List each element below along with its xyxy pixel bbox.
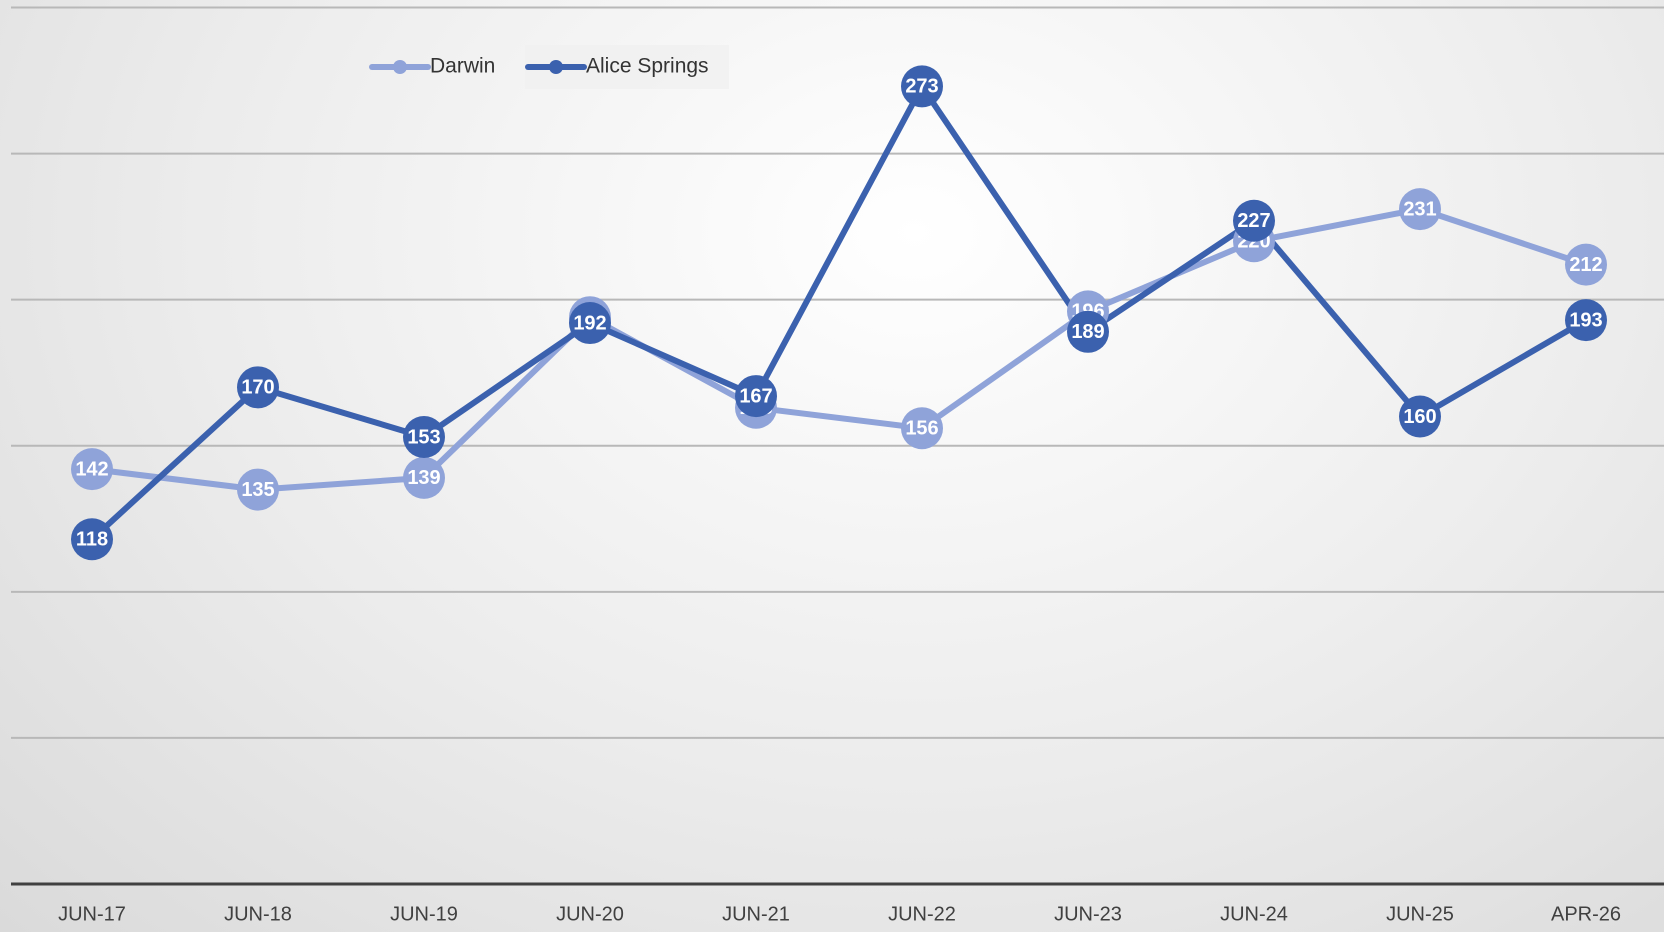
point-marker (901, 65, 943, 108)
point-marker (237, 366, 279, 409)
x-tick-label: JUN-25 (1386, 903, 1454, 925)
data-label: 193 (1569, 309, 1602, 331)
x-tick-label: JUN-19 (390, 903, 458, 925)
x-tick-label: APR-26 (1551, 903, 1621, 925)
point-marker (735, 375, 777, 418)
point-marker (1565, 243, 1607, 286)
legend-label: Alice Springs (586, 55, 709, 78)
legend-marker (393, 60, 407, 74)
data-label: 231 (1403, 198, 1436, 220)
data-label: 273 (905, 76, 938, 98)
data-label: 212 (1569, 254, 1602, 276)
point-marker (569, 302, 611, 345)
point-marker (403, 415, 445, 458)
point-marker (1399, 395, 1441, 438)
data-label: 139 (407, 467, 440, 489)
x-tick-label: JUN-17 (58, 903, 126, 925)
point-marker (237, 468, 279, 511)
point-marker (1399, 188, 1441, 231)
x-tick-label: JUN-21 (722, 903, 790, 925)
data-label: 160 (1403, 406, 1436, 428)
point-marker (1067, 310, 1109, 353)
point-marker (1233, 199, 1275, 242)
data-label: 118 (76, 529, 108, 551)
point-marker (71, 448, 113, 491)
series-line (91, 206, 1587, 493)
data-label: 189 (1071, 321, 1104, 343)
x-tick-label: JUN-18 (224, 903, 292, 925)
point-marker (1565, 299, 1607, 342)
data-label: 153 (407, 426, 440, 448)
data-label: 156 (905, 418, 938, 440)
legend-marker (549, 60, 563, 74)
point-marker (901, 407, 943, 450)
data-label: 135 (241, 479, 274, 501)
x-tick-label: JUN-24 (1220, 903, 1288, 925)
data-label: 167 (739, 385, 772, 407)
x-tick-label: JUN-23 (1054, 903, 1122, 925)
x-tick-label: JUN-22 (888, 903, 956, 925)
point-marker (403, 456, 445, 499)
data-label: 142 (75, 458, 108, 480)
legend-label: Darwin (430, 55, 495, 78)
data-label: 227 (1237, 210, 1270, 232)
x-tick-label: JUN-20 (556, 903, 624, 925)
data-label: 170 (241, 377, 274, 399)
series-line (89, 83, 1588, 542)
point-marker (71, 518, 113, 561)
data-label: 192 (573, 312, 606, 334)
